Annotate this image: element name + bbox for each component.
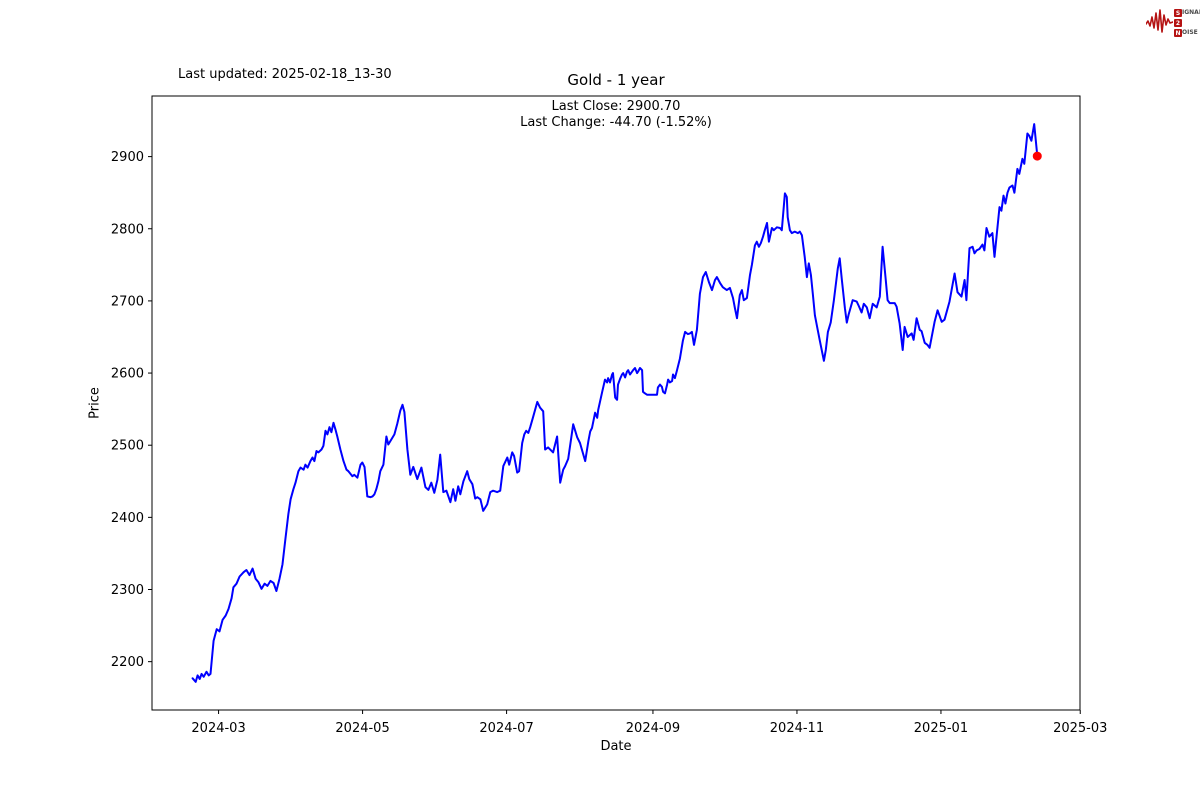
y-tick-label: 2900: [111, 150, 144, 165]
last-change-text: Last Change: -44.70 (-1.52%): [520, 115, 712, 130]
x-tick-label: 2025-03: [1053, 721, 1107, 736]
logo-text-row: 2: [1174, 19, 1200, 28]
last-price-dot: [1032, 151, 1042, 161]
price-line: [191, 123, 1039, 683]
x-axis-label: Date: [600, 739, 632, 754]
waveform-icon: [1145, 6, 1174, 40]
y-tick-label: 2800: [111, 222, 144, 237]
y-tick-label: 2400: [111, 511, 144, 526]
plot-border: [151, 95, 1081, 711]
logo-letter-rest: IGNAL: [1182, 9, 1200, 16]
x-tick-label: 2025-01: [914, 721, 968, 736]
logo-letter-box: 2: [1174, 19, 1182, 27]
y-tick-label: 2300: [111, 583, 144, 598]
logo-text-row: N OISE: [1174, 29, 1200, 38]
x-tick-label: 2024-09: [626, 721, 680, 736]
logo-text-row: SIGNAL: [1174, 9, 1200, 18]
y-axis-label: Price: [87, 387, 103, 419]
x-tick-label: 2024-05: [335, 721, 389, 736]
x-tick-label: 2024-03: [191, 721, 245, 736]
y-tick-label: 2700: [111, 294, 144, 309]
logo-letter-box: S: [1174, 9, 1182, 17]
logo-letter-box: N: [1174, 29, 1182, 37]
x-tick-label: 2024-11: [770, 721, 824, 736]
last-updated-text: Last updated: 2025-02-18_13-30: [178, 67, 392, 82]
y-tick-label: 2600: [111, 367, 144, 382]
y-tick-label: 2500: [111, 439, 144, 454]
last-close-text: Last Close: 2900.70: [551, 99, 681, 114]
logo-letter-rest: OISE: [1182, 29, 1198, 36]
y-tick-label: 2200: [111, 655, 144, 670]
chart-title: Gold - 1 year: [567, 71, 665, 89]
x-tick-label: 2024-07: [479, 721, 533, 736]
